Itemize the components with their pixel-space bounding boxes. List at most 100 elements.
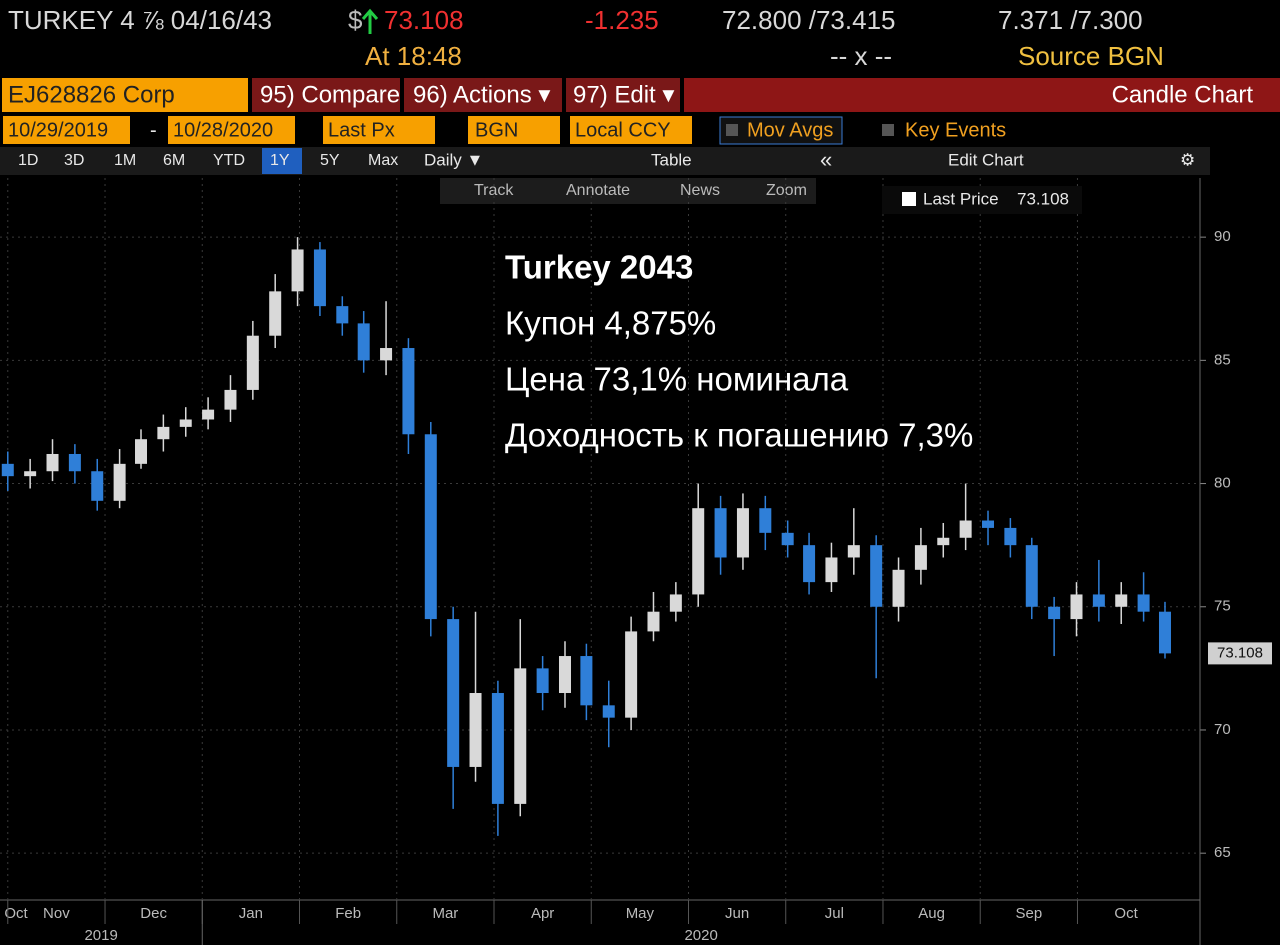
edit-chart[interactable]: Edit Chart	[948, 150, 1024, 169]
x-tick-label: Mar	[432, 905, 458, 922]
x-tick-label: Aug	[918, 905, 945, 922]
x-tick-label: Feb	[335, 905, 361, 922]
range-button[interactable]: 5Y	[320, 152, 340, 169]
edit[interactable]: 97) Edit ▾	[573, 81, 674, 108]
annotation: Доходность к погашению 7,3%	[505, 417, 973, 454]
x-tick-label: Nov	[43, 905, 70, 922]
source-box[interactable]	[468, 116, 560, 144]
candle-body	[135, 439, 148, 464]
candle-body	[1, 463, 14, 477]
ccy-box[interactable]	[570, 116, 692, 144]
candle-body	[580, 656, 593, 706]
candle-body	[959, 520, 972, 538]
candle-body	[157, 426, 170, 440]
tool-button[interactable]: Annotate	[566, 182, 630, 199]
tool-bar	[440, 178, 816, 204]
mov-avgs-box[interactable]	[719, 116, 843, 145]
candle-body	[1048, 606, 1061, 620]
candle-body	[357, 323, 370, 361]
range-button[interactable]: 6M	[163, 152, 185, 169]
actions-button[interactable]	[404, 78, 562, 112]
x-tick-label: May	[626, 905, 655, 922]
ccy[interactable]: Local CCY	[575, 119, 671, 141]
x-tick-label: Dec	[140, 905, 167, 922]
security: TURKEY 4 ⅞ 04/16/43	[8, 5, 272, 35]
candle-body	[514, 668, 527, 804]
pricing-source[interactable]: BGN	[475, 119, 518, 141]
tool-button[interactable]: Zoom	[766, 182, 807, 199]
candle-body	[1115, 594, 1128, 607]
key-events-checkbox[interactable]	[882, 124, 894, 136]
candle-body	[982, 520, 995, 528]
candle-body	[602, 705, 615, 718]
time: At 18:48	[365, 41, 462, 71]
mov-avgs[interactable]: Mov Avgs	[747, 119, 833, 141]
mov-avgs-checkbox[interactable]	[726, 124, 738, 136]
candle-body	[380, 348, 393, 361]
range-active[interactable]	[262, 148, 302, 174]
actions[interactable]: 96) Actions ▾	[413, 81, 550, 108]
candle-body	[736, 508, 749, 558]
currency: $	[348, 5, 363, 35]
start-date-box[interactable]	[3, 116, 130, 144]
field[interactable]: Last Px	[328, 119, 395, 141]
range-button[interactable]: 3D	[64, 152, 84, 169]
range-button[interactable]: 1Y	[270, 152, 290, 169]
last-price-tag	[1208, 642, 1272, 665]
candle-body	[914, 545, 927, 570]
yields: 7.371 /7.300	[998, 5, 1143, 35]
range-button[interactable]: 1D	[18, 152, 38, 169]
candle-body	[714, 508, 727, 558]
candle-body	[558, 656, 571, 694]
table[interactable]: Table	[651, 150, 692, 169]
range-button[interactable]: YTD	[213, 152, 245, 169]
collapse[interactable]: «	[820, 147, 832, 172]
end-date[interactable]: 10/28/2020	[173, 119, 273, 141]
compare-button[interactable]	[252, 78, 400, 112]
y-tick-label: 85	[1214, 351, 1231, 368]
candle-body	[892, 569, 905, 607]
legend-value: 73.108	[1017, 189, 1069, 208]
compare[interactable]: 95) Compare	[260, 81, 400, 108]
candle-body	[1025, 545, 1038, 607]
x-tick-label: Jan	[239, 905, 263, 922]
candle-body	[224, 389, 237, 410]
up-arrow	[361, 8, 379, 34]
annotation: Цена 73,1% номинала	[505, 361, 849, 398]
candle-body	[491, 693, 504, 804]
annotation: Turkey 2043	[505, 249, 693, 286]
legend-swatch	[902, 192, 916, 206]
source: Source BGN	[1018, 41, 1164, 71]
field-box[interactable]	[323, 116, 435, 144]
candle-body	[246, 335, 259, 390]
candle-body	[647, 611, 660, 632]
candle-body	[669, 594, 682, 612]
ticker[interactable]: EJ628826 Corp	[8, 81, 175, 108]
x-tick-label: Apr	[531, 905, 554, 922]
settings-icon[interactable]: ⚙	[1180, 150, 1195, 169]
range-button[interactable]: Max	[368, 152, 398, 169]
candle-body	[291, 249, 304, 292]
tool-button[interactable]: News	[680, 182, 720, 199]
candle-body	[825, 557, 838, 583]
candle-body	[759, 508, 772, 533]
candle-body	[1092, 594, 1105, 607]
period[interactable]: Daily ▼	[424, 150, 483, 169]
end-date-box[interactable]	[168, 116, 295, 144]
candle-body	[536, 668, 549, 694]
candle-body	[692, 508, 705, 595]
ticker-box[interactable]	[2, 78, 248, 112]
candle-body	[24, 471, 37, 477]
start-date[interactable]: 10/29/2019	[8, 119, 108, 141]
candle-body	[1158, 611, 1171, 654]
y-tick-label: 80	[1214, 475, 1231, 492]
edit-button[interactable]	[566, 78, 680, 112]
candle-body	[113, 463, 126, 501]
key-events[interactable]: Key Events	[905, 119, 1006, 141]
legend-name: Last Price	[923, 189, 999, 208]
candle-body	[313, 249, 326, 307]
range-button[interactable]: 1M	[114, 152, 136, 169]
candle-body	[402, 348, 415, 435]
y-tick-label: 75	[1214, 598, 1231, 615]
